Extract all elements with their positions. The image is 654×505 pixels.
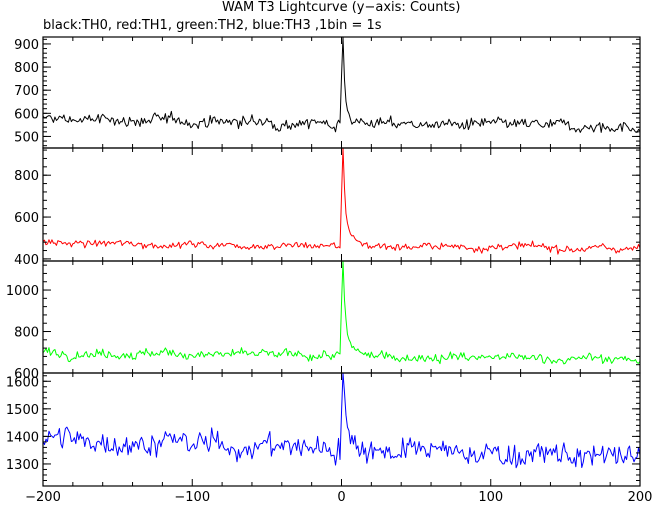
chart-subtitle: black:TH0, red:TH1, green:TH2, blue:TH3 … [43, 18, 382, 33]
y-tick-label: 400 [14, 253, 39, 268]
series-line-th2 [42, 260, 641, 365]
x-tick-label: 0 [337, 490, 345, 505]
y-tick-label: 900 [14, 38, 39, 53]
panel-frame-1 [42, 36, 641, 149]
y-tick-label: 800 [14, 169, 39, 184]
y-tick-label: 800 [14, 326, 39, 341]
y-tick-label: 1300 [6, 458, 39, 473]
series-line-th3 [42, 372, 641, 469]
series-line-th1 [42, 147, 641, 255]
chart-title: WAM T3 Lightcurve (y−axis: Counts) [222, 0, 461, 15]
y-tick-label: 600 [14, 211, 39, 226]
x-tick-label: 200 [628, 490, 653, 505]
y-tick-label: 1600 [6, 375, 39, 390]
x-tick-label: 100 [478, 490, 503, 505]
y-tick-label: 500 [14, 130, 39, 145]
y-tick-label: 1000 [6, 284, 39, 299]
x-tick-label: −200 [25, 490, 61, 505]
y-tick-label: 800 [14, 61, 39, 76]
y-tick-label: 1400 [6, 430, 39, 445]
y-tick-label: 600 [14, 367, 39, 382]
x-tick-label: −100 [174, 490, 210, 505]
y-tick-label: 1500 [6, 403, 39, 418]
panel-frame-4 [42, 372, 641, 487]
series-line-th0 [42, 36, 641, 133]
y-tick-label: 600 [14, 107, 39, 122]
y-tick-label: 700 [14, 84, 39, 99]
